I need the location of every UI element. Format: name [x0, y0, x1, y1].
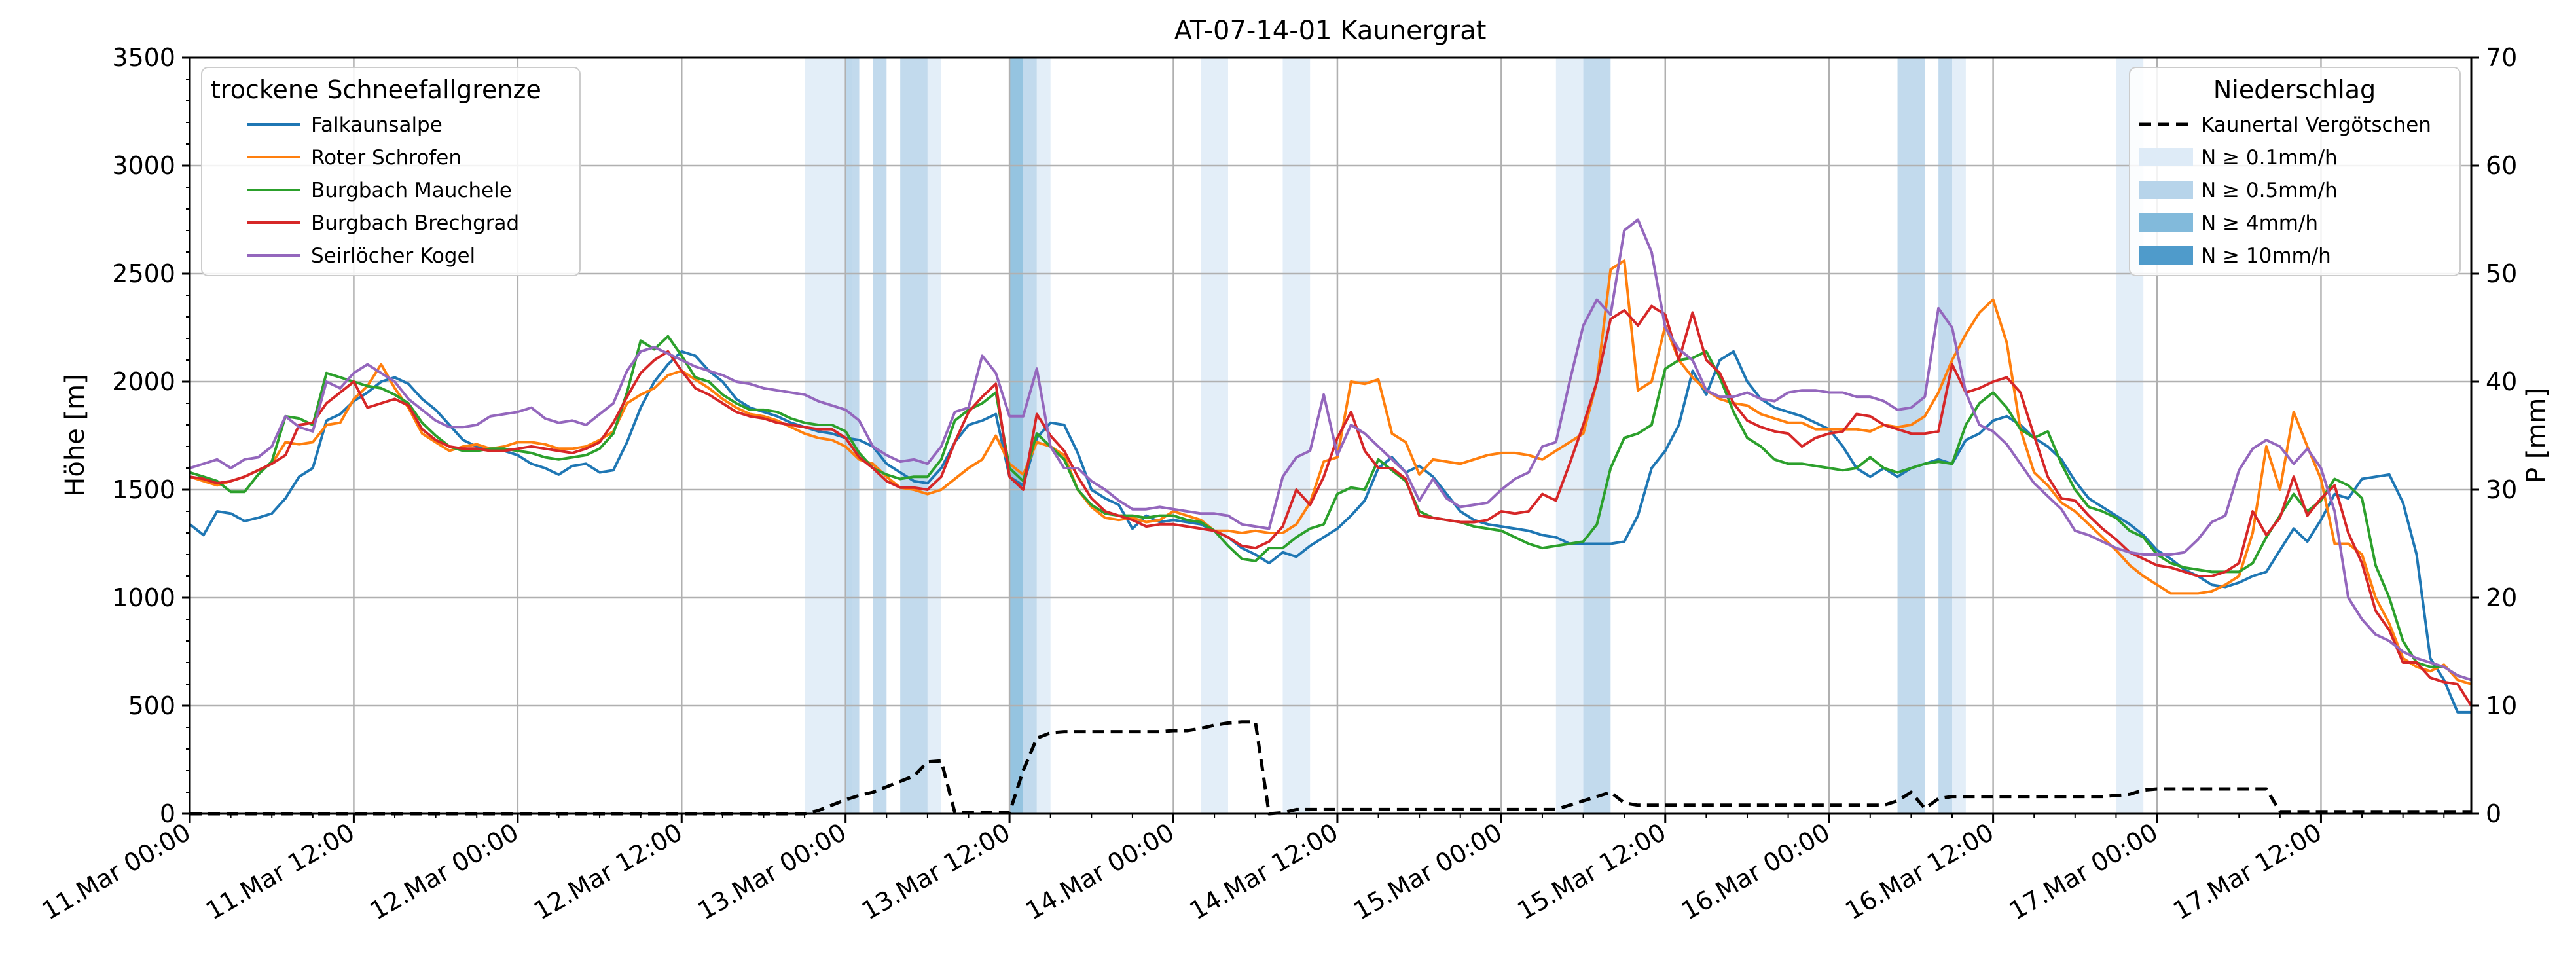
- legend-right-entries: Kaunertal Vergötschen N ≥ 0.1mm/h N ≥ 0.5m…: [2139, 113, 2431, 268]
- y-tick-label-4: 2000: [112, 367, 175, 396]
- legend-left-entries: Falkaunsalpe Roter Schrofen Burgbach Mauch…: [247, 113, 519, 268]
- precip-band-4: [927, 58, 941, 814]
- legend-right: Niederschlag Kaunertal Vergötschen N ≥ 0.…: [2129, 67, 2461, 276]
- precip-band-1: [845, 58, 860, 814]
- legend-left-label-3: Burgbach Brechgrad: [311, 211, 519, 235]
- legend-left-title: trockene Schneefallgrenze: [211, 75, 541, 104]
- y2-tick-label-3: 30: [2486, 475, 2517, 504]
- y-tick-label-7: 3500: [112, 43, 175, 72]
- y2-tick-label-2: 20: [2486, 583, 2517, 612]
- y2-tick-label-0: 0: [2486, 799, 2501, 828]
- series-line-4: [189, 218, 2472, 682]
- y-tick-label-0: 0: [160, 799, 175, 828]
- precip-band-3: [900, 58, 928, 814]
- y2-axis-label: P [mm]: [2522, 388, 2552, 483]
- y-tick-label-3: 1500: [112, 475, 175, 504]
- legend-right-swatch-4: [2139, 246, 2193, 265]
- legend-right-swatch-1: [2139, 148, 2193, 166]
- series-line-2: [189, 335, 2472, 682]
- plot-frame: [189, 56, 2473, 815]
- precip-band-7: [1036, 58, 1051, 814]
- precip-band-6: [1023, 58, 1037, 814]
- y-tick-label-2: 1000: [112, 583, 175, 612]
- y-tick-label-6: 3000: [112, 151, 175, 180]
- precip-band-12: [1897, 58, 1925, 814]
- legend-right-label-4: N ≥ 10mm/h: [2201, 244, 2331, 268]
- precip-band-5: [1009, 58, 1023, 814]
- precip-band-14: [1952, 58, 1966, 814]
- series-line-0: [189, 350, 2471, 714]
- legend-right-label-2: N ≥ 0.5mm/h: [2201, 179, 2338, 202]
- chart-title: AT-07-14-01 Kaunergrat: [1174, 16, 1487, 46]
- precip-band-11: [1583, 58, 1611, 814]
- precip-band-2: [873, 58, 887, 814]
- legend-right-swatch-3: [2139, 213, 2193, 232]
- legend-left-label-4: Seirlöcher Kogel: [311, 244, 475, 268]
- precip-band-13: [1938, 58, 1953, 814]
- y-tick-label-1: 500: [128, 691, 175, 720]
- legend-right-label-1: N ≥ 0.1mm/h: [2201, 146, 2338, 170]
- series-lines: [189, 218, 2473, 816]
- y2-tick-label-6: 60: [2486, 151, 2517, 180]
- legend-right-frame: [2129, 67, 2461, 276]
- y2-tick-label-4: 40: [2486, 367, 2517, 396]
- legend-left-label-2: Burgbach Mauchele: [311, 179, 512, 202]
- y-tick-label-5: 2500: [112, 259, 175, 288]
- y-axis-label: Höhe [m]: [60, 374, 90, 496]
- y2-tick-label-5: 50: [2486, 259, 2517, 288]
- y2-tick-label-7: 70: [2486, 43, 2517, 72]
- y2-tick-label-1: 10: [2486, 691, 2517, 720]
- series-line-5: [190, 720, 2471, 816]
- series-line-3: [189, 304, 2473, 707]
- precip-band-9: [1282, 58, 1311, 814]
- precipitation-bands: [805, 58, 2144, 814]
- legend-left-label-1: Roter Schrofen: [311, 146, 462, 170]
- legend-right-label-0: Kaunertal Vergötschen: [2201, 113, 2431, 137]
- precip-band-8: [1201, 58, 1228, 814]
- legend-right-swatch-2: [2139, 181, 2193, 199]
- legend-left-label-0: Falkaunsalpe: [311, 113, 443, 137]
- legend-left: trockene Schneefallgrenze Falkaunsalpe Ro…: [201, 67, 581, 276]
- legend-right-title: Niederschlag: [2213, 75, 2376, 104]
- legend-right-label-3: N ≥ 4mm/h: [2201, 211, 2318, 235]
